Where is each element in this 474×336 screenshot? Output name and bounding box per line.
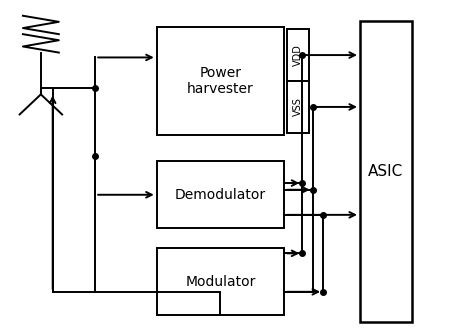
FancyBboxPatch shape <box>156 248 284 315</box>
Text: Power
harvester: Power harvester <box>187 66 254 96</box>
Text: ASIC: ASIC <box>368 164 403 179</box>
Text: Demodulator: Demodulator <box>175 188 266 202</box>
FancyBboxPatch shape <box>287 29 310 81</box>
Text: VSS: VSS <box>293 97 303 116</box>
FancyBboxPatch shape <box>156 161 284 228</box>
FancyBboxPatch shape <box>287 81 310 133</box>
Text: Modulator: Modulator <box>185 275 255 289</box>
FancyBboxPatch shape <box>156 28 284 134</box>
Text: VDD: VDD <box>293 44 303 66</box>
FancyBboxPatch shape <box>360 21 412 322</box>
